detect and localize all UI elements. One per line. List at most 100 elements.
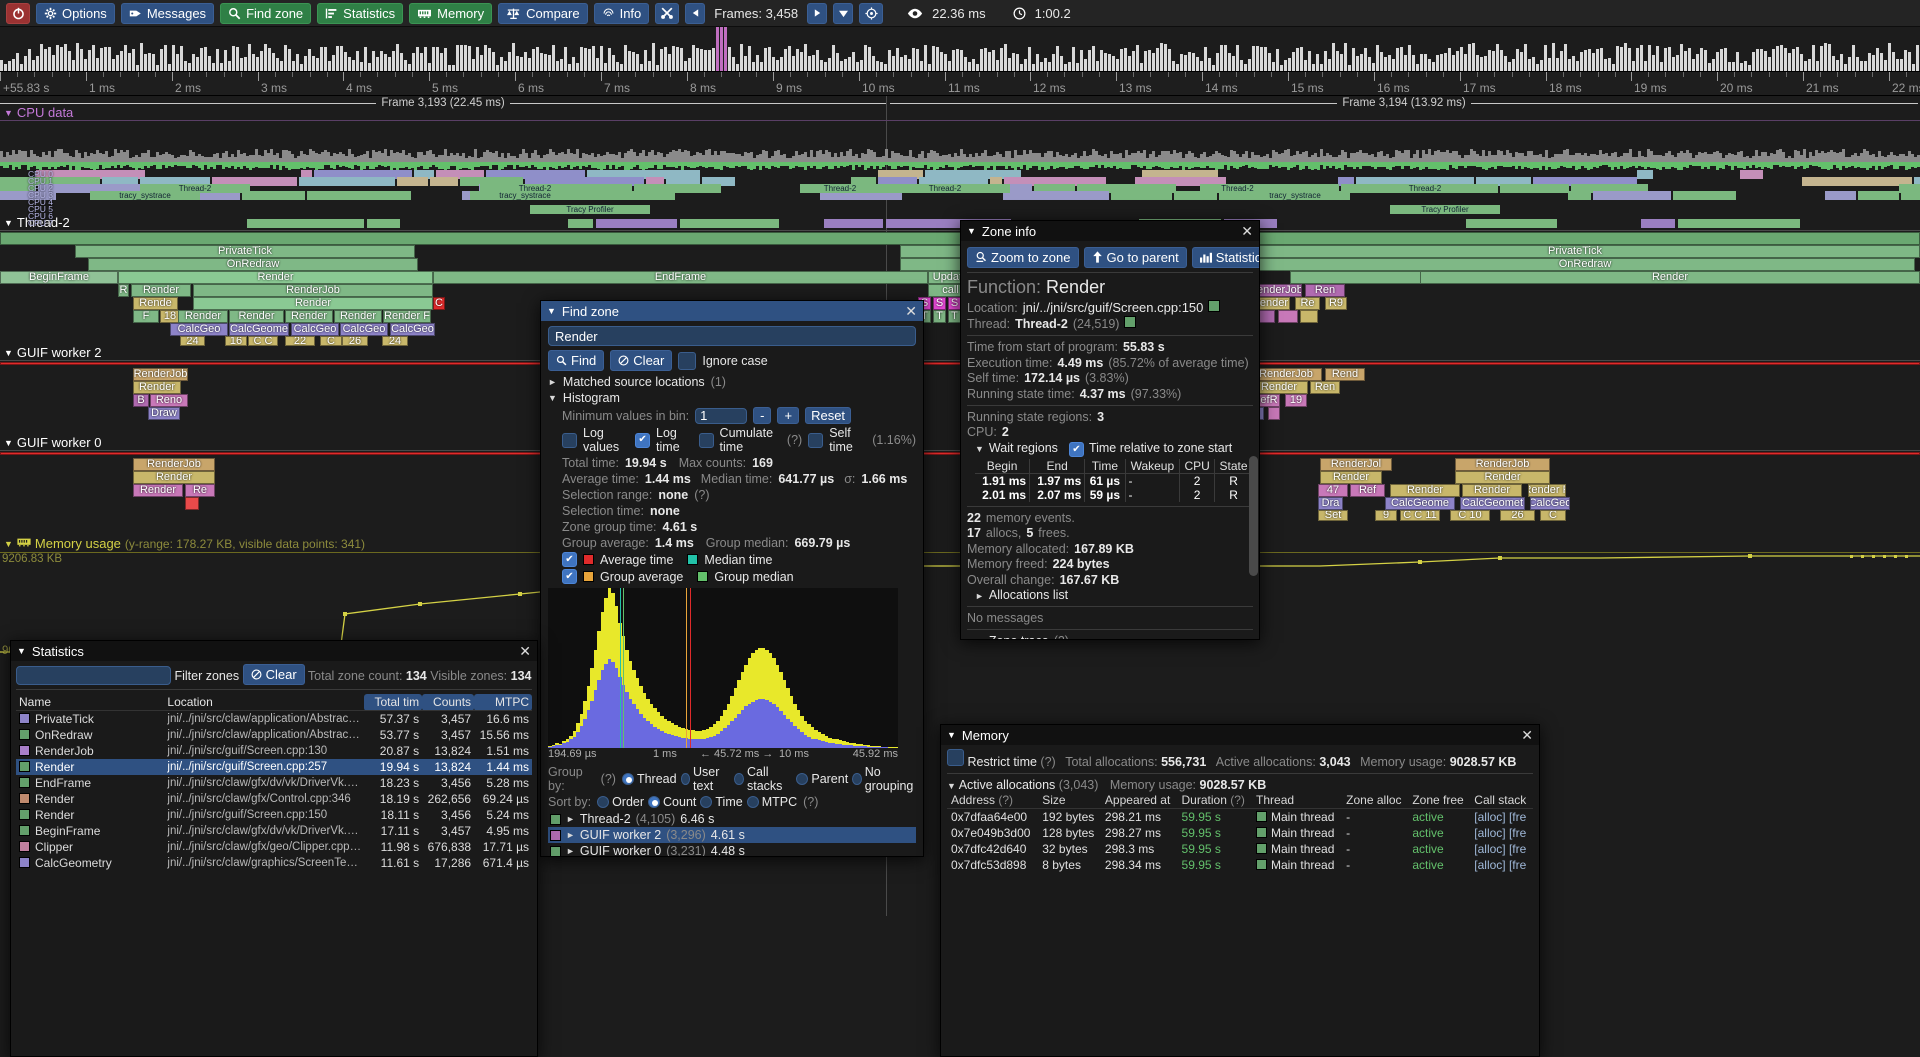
frame-bar[interactable]	[740, 44, 743, 71]
frame-bar[interactable]	[880, 62, 883, 71]
timeline-zone[interactable]: Render	[118, 271, 433, 284]
frame-bar[interactable]	[1828, 44, 1831, 71]
frame-bar[interactable]	[48, 47, 51, 71]
frame-bar[interactable]	[872, 56, 875, 71]
frame-bar[interactable]	[1224, 45, 1227, 71]
frame-bar[interactable]	[772, 57, 775, 71]
timeline-zone[interactable]	[1300, 310, 1318, 323]
caret-right-icon[interactable]: ►	[548, 377, 557, 387]
cpu-block[interactable]: Tracy Profiler	[530, 205, 650, 214]
frame-bar[interactable]	[380, 51, 383, 71]
cpu-block[interactable]: Thread-2	[140, 184, 250, 193]
frame-bar[interactable]	[580, 47, 583, 71]
group-by-hint[interactable]: (?)	[600, 772, 616, 786]
clear-button[interactable]: Clear	[610, 350, 673, 371]
frame-bar[interactable]	[700, 49, 703, 71]
cpu-block[interactable]	[1858, 191, 1899, 200]
statistics-row[interactable]: Clipper jni/../jni/src/claw/gfx/geo/Clip…	[16, 839, 532, 855]
frame-bar[interactable]	[1816, 61, 1819, 71]
frame-bar[interactable]	[980, 49, 983, 71]
frame-bar[interactable]	[248, 44, 251, 71]
frames-dropdown-button[interactable]	[833, 2, 854, 24]
center-view-button[interactable]	[859, 2, 884, 24]
frame-bar[interactable]	[344, 52, 347, 71]
timeline-zone[interactable]: 47	[1318, 484, 1348, 497]
cpu-block[interactable]	[1568, 191, 1591, 200]
frame-bar[interactable]	[1240, 60, 1243, 71]
frame-bar[interactable]	[1704, 50, 1707, 71]
cpu-block[interactable]	[414, 170, 434, 179]
frame-bar[interactable]	[1832, 56, 1835, 71]
wait-region-row[interactable]: 1.91 ms 1.97 ms 61 µs -2 R	[975, 473, 1253, 488]
frame-bar[interactable]	[332, 55, 335, 71]
allocation-row[interactable]: 0x7e049b3d00 128 bytes 298.27 ms 59.95 s…	[947, 825, 1533, 841]
frame-bar[interactable]	[192, 54, 195, 71]
frame-bar[interactable]	[1048, 62, 1051, 71]
find-zone-window[interactable]: ▼ Find zone ✕ Find Clear Ignore case ► M…	[540, 300, 924, 857]
frame-bar[interactable]	[912, 48, 915, 71]
timeline-zone[interactable]: RenderJob	[133, 368, 188, 381]
cpu-block[interactable]	[1673, 191, 1736, 200]
frame-bar[interactable]	[1532, 57, 1535, 71]
frame-bar[interactable]	[1124, 48, 1127, 71]
frame-bar[interactable]	[1008, 58, 1011, 71]
frame-bar[interactable]	[1064, 64, 1067, 71]
statistics-row[interactable]: BeginFrame jni/../jni/src/claw/gfx/dv/vk…	[16, 823, 532, 839]
power-button[interactable]	[6, 2, 30, 24]
frame-bar[interactable]	[1628, 48, 1631, 71]
frame-bar[interactable]	[508, 52, 511, 71]
frame-bar[interactable]	[1216, 53, 1219, 71]
frame-bar[interactable]	[372, 51, 375, 71]
timeline-zone[interactable]: B	[133, 394, 149, 407]
frame-bar[interactable]	[128, 53, 131, 71]
timeline-zone[interactable]: RenderJol	[1320, 458, 1392, 471]
frame-bar[interactable]	[64, 44, 67, 71]
sort-by-radio-count[interactable]	[648, 796, 661, 808]
frame-bar[interactable]	[764, 48, 767, 71]
frame-bar[interactable]	[84, 59, 87, 71]
frame-bar[interactable]	[464, 45, 467, 71]
frame-bar[interactable]	[520, 57, 523, 71]
frame-bar[interactable]	[1356, 56, 1359, 71]
frame-bar[interactable]	[1692, 59, 1695, 71]
frame-bar[interactable]	[1548, 58, 1551, 71]
stat-location[interactable]: jni/../jni/src/claw/gfx/Control.cpp:346	[167, 793, 351, 805]
frame-bar[interactable]	[296, 54, 299, 71]
frame-bar[interactable]	[1080, 50, 1083, 71]
frame-bar[interactable]	[868, 47, 871, 71]
memory-window[interactable]: ▼ Memory ✕ Restrict time (?) Total alloc…	[940, 724, 1540, 1057]
frame-bar[interactable]	[96, 58, 99, 71]
timeline-zone[interactable]: Render	[133, 471, 215, 484]
frame-bar[interactable]	[444, 48, 447, 71]
frame-bar[interactable]	[288, 49, 291, 71]
frame-bar[interactable]	[1644, 61, 1647, 71]
frame-bar[interactable]	[340, 46, 343, 71]
timeline-zone[interactable]: RenderJob	[1455, 458, 1550, 471]
frame-bar[interactable]	[1092, 46, 1095, 71]
frame-bar[interactable]	[1520, 52, 1523, 71]
frame-bar[interactable]	[1432, 62, 1435, 71]
frame-bar[interactable]	[1440, 54, 1443, 71]
frame-bar[interactable]	[404, 60, 407, 71]
caret-down-icon[interactable]: ▼	[947, 781, 956, 791]
frame-bar[interactable]	[1852, 45, 1855, 71]
frame-bar[interactable]	[1112, 56, 1115, 71]
timeline-zone[interactable]: 9	[1375, 510, 1397, 521]
frame-bar[interactable]	[1280, 65, 1283, 71]
timeline-zone[interactable]: Re	[1295, 297, 1320, 310]
cpu-block[interactable]	[851, 177, 876, 186]
group-header-memory-usage[interactable]: ▼ Memory usage (y-range: 178.27 KB, visi…	[4, 536, 365, 551]
cpu-block[interactable]	[1466, 219, 1557, 228]
cpu-block[interactable]	[299, 177, 395, 186]
frame-bar[interactable]	[276, 58, 279, 71]
frame-bar[interactable]	[1188, 52, 1191, 71]
frame-bar[interactable]	[240, 58, 243, 71]
timeline-zone[interactable]: 16	[225, 336, 247, 346]
frame-bar[interactable]	[364, 47, 367, 71]
frame-bar[interactable]	[36, 56, 39, 71]
frame-bar[interactable]	[1592, 53, 1595, 71]
frame-bar[interactable]	[8, 61, 11, 71]
frame-bar[interactable]	[1808, 59, 1811, 71]
timeline-zone[interactable]: Render	[1420, 271, 1920, 284]
frame-bar[interactable]	[640, 64, 643, 71]
